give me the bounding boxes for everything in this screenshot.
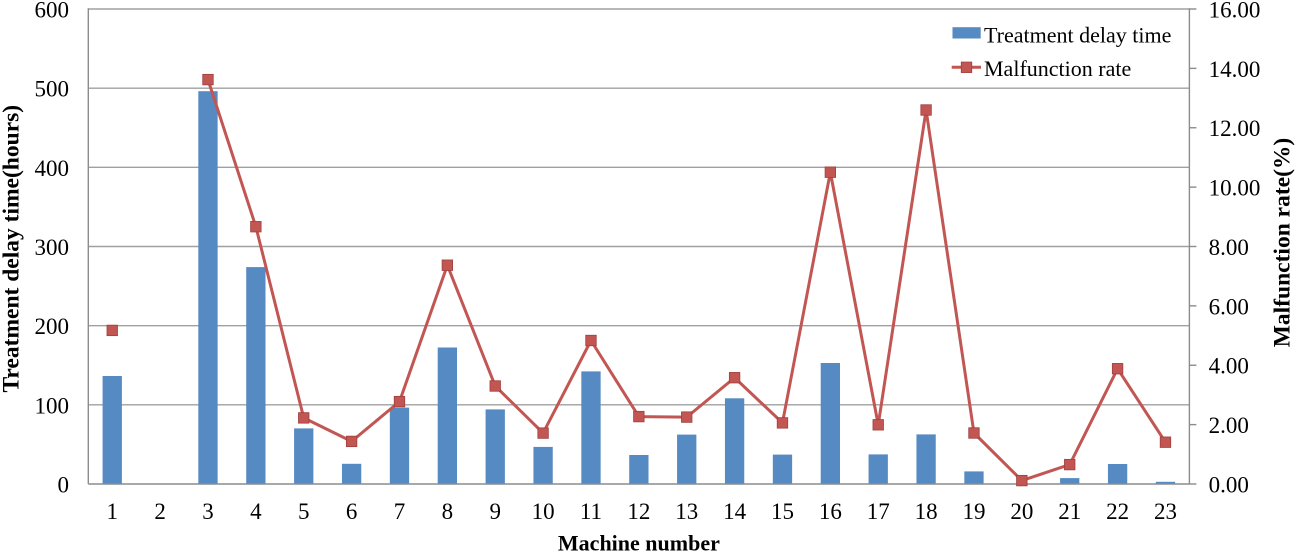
svg-text:16.00: 16.00 [1209,0,1261,22]
svg-text:10: 10 [532,499,555,524]
svg-text:20: 20 [1010,499,1033,524]
svg-text:5: 5 [298,499,310,524]
svg-text:400: 400 [35,156,70,181]
svg-text:6: 6 [346,499,358,524]
svg-text:19: 19 [962,499,985,524]
svg-text:100: 100 [35,393,70,418]
svg-text:500: 500 [35,77,70,102]
svg-text:Machine number: Machine number [558,531,720,553]
svg-text:Malfunction rate(%): Malfunction rate(%) [1270,138,1296,348]
svg-text:14: 14 [723,499,747,524]
svg-text:2: 2 [154,499,166,524]
svg-text:4.00: 4.00 [1209,354,1249,379]
svg-text:600: 600 [35,0,70,22]
svg-text:300: 300 [35,235,70,260]
svg-text:Treatment delay time(hours): Treatment delay time(hours) [0,105,24,393]
svg-text:14.00: 14.00 [1209,57,1261,82]
svg-text:12.00: 12.00 [1209,116,1261,141]
svg-text:10.00: 10.00 [1209,176,1261,201]
svg-text:7: 7 [394,499,406,524]
svg-text:0: 0 [58,472,70,497]
svg-text:Treatment delay time: Treatment delay time [984,22,1171,47]
svg-text:22: 22 [1106,499,1129,524]
svg-text:13: 13 [675,499,698,524]
svg-text:6.00: 6.00 [1209,294,1249,319]
svg-text:17: 17 [867,499,890,524]
svg-text:4: 4 [250,499,262,524]
svg-text:8: 8 [442,499,454,524]
svg-text:12: 12 [627,499,650,524]
svg-text:18: 18 [915,499,938,524]
svg-text:21: 21 [1058,499,1081,524]
svg-text:11: 11 [580,499,602,524]
svg-text:1: 1 [106,499,118,524]
svg-text:Malfunction rate: Malfunction rate [984,56,1131,81]
svg-text:8.00: 8.00 [1209,235,1249,260]
svg-text:200: 200 [35,314,70,339]
svg-text:0.00: 0.00 [1209,472,1249,497]
svg-text:9: 9 [489,499,501,524]
svg-text:23: 23 [1154,499,1177,524]
svg-text:3: 3 [202,499,214,524]
svg-text:15: 15 [771,499,794,524]
svg-text:2.00: 2.00 [1209,413,1249,438]
svg-text:16: 16 [819,499,842,524]
